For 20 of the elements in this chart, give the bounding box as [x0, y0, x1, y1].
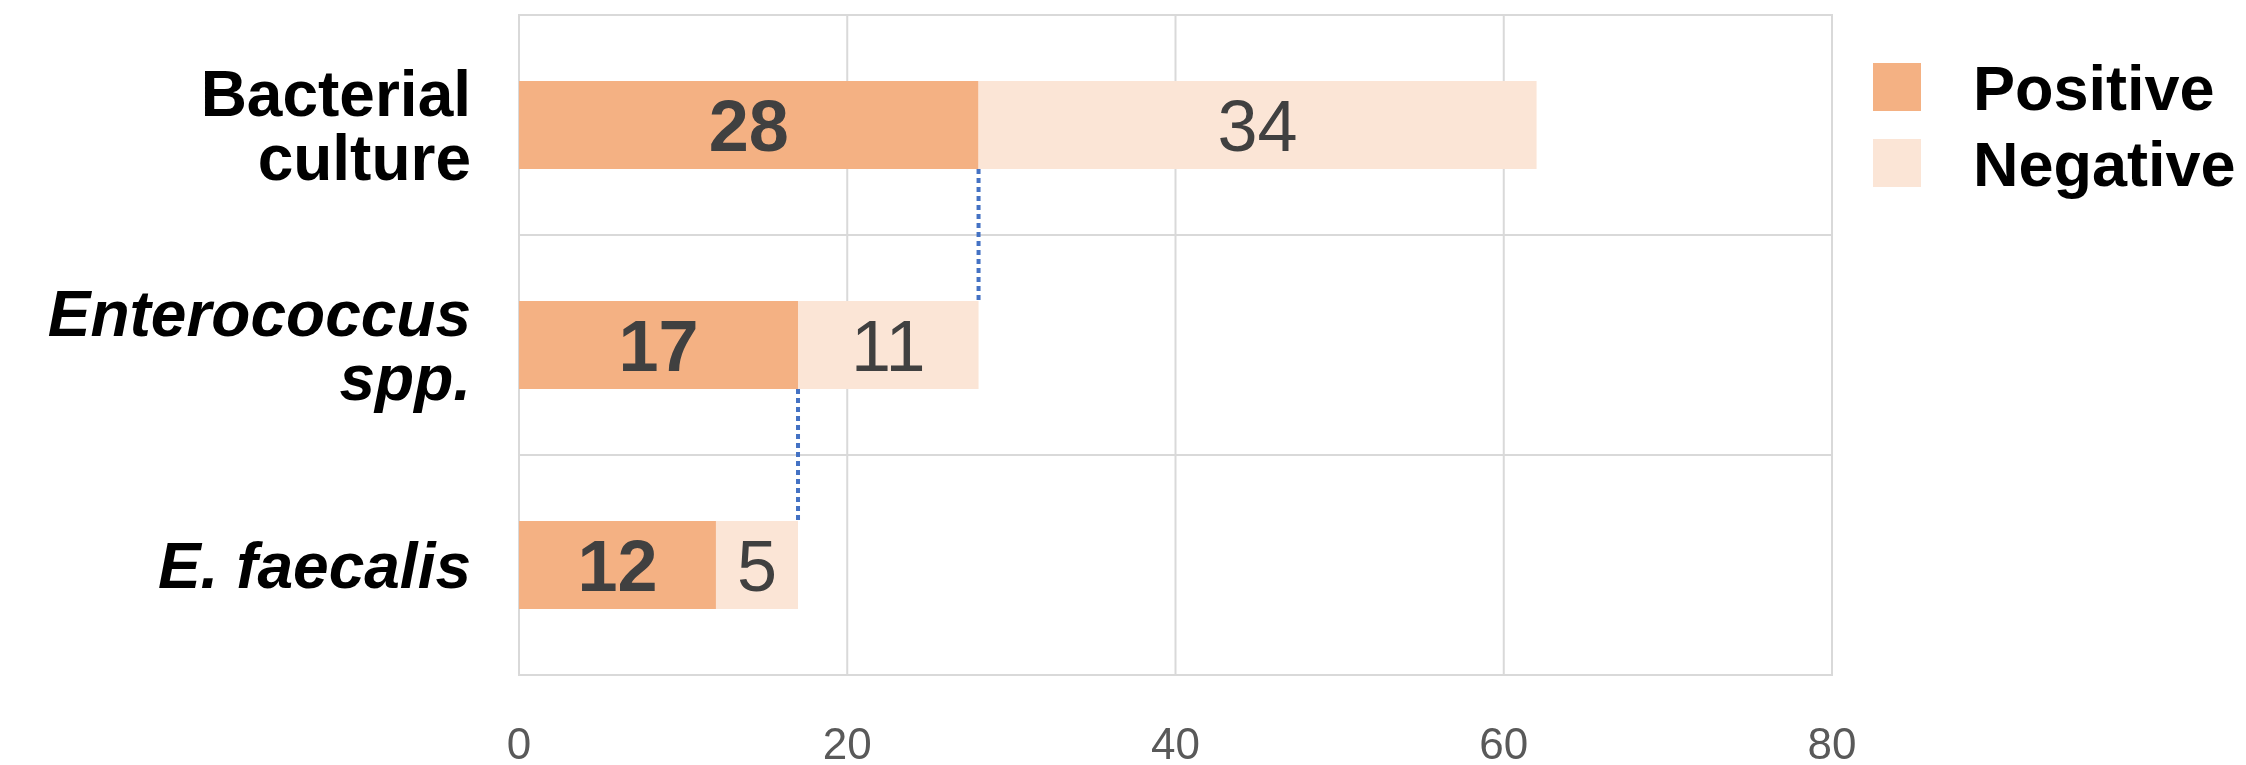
x-tick-label: 20	[822, 719, 872, 765]
data-label: 28	[708, 85, 789, 166]
data-label: 17	[618, 305, 699, 386]
bar	[978, 81, 1537, 169]
bar	[519, 301, 799, 389]
data-label: 11	[850, 305, 926, 386]
data-label: 5	[736, 525, 777, 606]
x-tick-label: 80	[1807, 719, 1857, 765]
legend-label: Positive	[1973, 53, 2215, 123]
x-tick-label: 60	[1479, 719, 1529, 765]
x-tick-label: 40	[1151, 719, 1200, 765]
y-tick-label: Enterococcus spp.	[47, 278, 471, 415]
x-tick-label: 0	[506, 719, 532, 765]
data-label: 12	[577, 525, 658, 606]
y-tick-label: Bacterial culture	[200, 58, 471, 195]
data-label: 34	[1217, 85, 1298, 166]
bar	[798, 301, 979, 389]
y-tick-label: E. faecalis	[157, 530, 471, 603]
legend-label: Negative	[1973, 129, 2236, 199]
bar	[519, 81, 979, 169]
